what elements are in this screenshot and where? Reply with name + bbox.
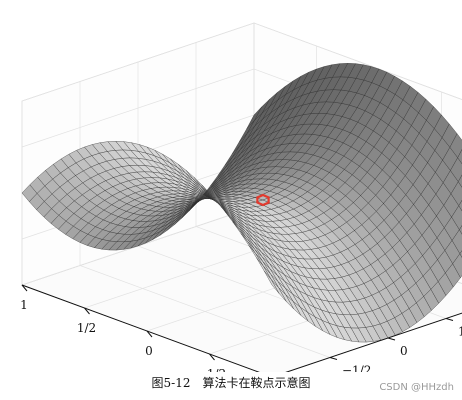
saddle-surface: [21, 63, 462, 343]
figure-caption: 图5-12 算法卡在鞍点示意图: [151, 376, 311, 390]
watermark: CSDN @HHzdh: [379, 382, 454, 393]
x-tick-label: 1: [20, 298, 28, 312]
surface-patch: [459, 250, 462, 258]
saddle-point-marker: [256, 193, 270, 207]
x-tick-label: 1/2: [77, 321, 96, 335]
y-tick-mark: [445, 318, 454, 321]
x-tick-mark: [84, 307, 90, 315]
surface-patch: [449, 133, 462, 158]
tick-labels: −1−1/201/21−1−1/201/21−1−1/201/21: [20, 298, 462, 373]
surface-patch: [459, 225, 462, 235]
x-tick-mark: [21, 284, 28, 292]
surface-patch: [458, 200, 462, 212]
y-tick-label: −1/2: [342, 364, 371, 373]
surface-patch: [457, 149, 462, 165]
x-tick-mark: [209, 353, 215, 361]
x-tick-mark: [146, 330, 153, 338]
y-tick-mark: [387, 337, 396, 341]
axis-lines: [21, 284, 462, 372]
y-tick-mark: [329, 357, 338, 360]
surface-patch: [458, 174, 462, 188]
saddle-point-ring: [256, 193, 270, 207]
grid-line-z: [21, 22, 462, 102]
x-tick-label: 0: [145, 344, 153, 358]
y-tick-label: 0: [400, 344, 408, 358]
saddle-surface-chart: −1−1/201/21−1−1/201/21−1−1/201/21: [20, 22, 462, 373]
x-tick-label: −1/2: [197, 367, 226, 372]
y-tick-label: 1/2: [458, 325, 462, 339]
